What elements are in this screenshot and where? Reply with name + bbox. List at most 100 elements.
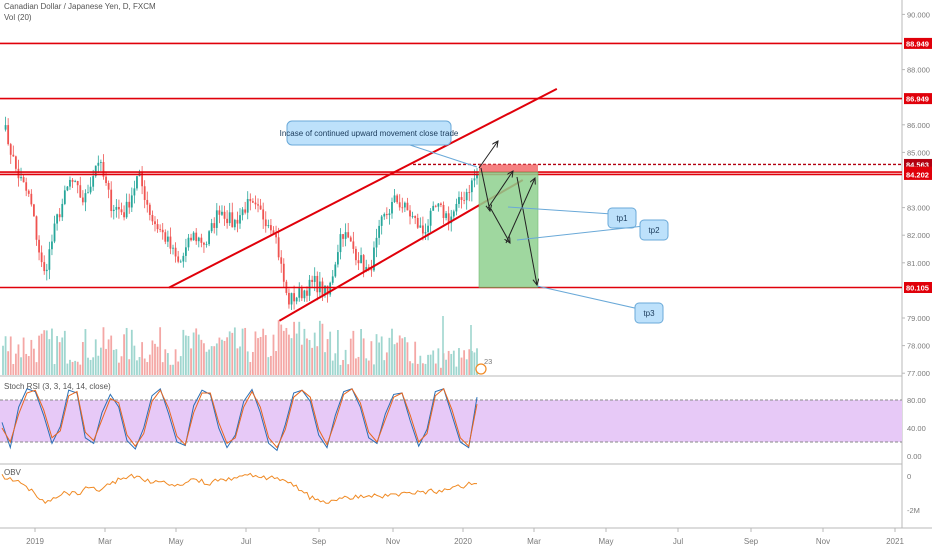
candle-body <box>27 190 30 194</box>
candle-body <box>4 125 7 130</box>
projection-arrow <box>478 141 498 169</box>
candle-body <box>71 179 74 182</box>
candle-body <box>45 269 48 272</box>
volume-bar <box>30 339 33 375</box>
volume-bar <box>385 352 388 375</box>
volume-bar <box>342 359 344 375</box>
volume-bar <box>136 360 138 375</box>
stoch-k-line <box>1 387 478 452</box>
candle-body <box>51 241 53 250</box>
obv-line <box>1 472 478 504</box>
projection-arrow <box>487 171 513 209</box>
volume-bar <box>275 351 277 375</box>
candle-body <box>259 205 262 210</box>
candle-body <box>447 213 450 224</box>
candle-body <box>172 247 174 249</box>
volume-bar <box>4 336 7 375</box>
candle-body <box>195 232 198 242</box>
volume-bar <box>373 364 375 375</box>
candle-body <box>324 285 326 295</box>
stoch-axis-label: 40.00 <box>907 424 926 433</box>
candle-body <box>197 237 200 242</box>
candle-body <box>401 207 404 209</box>
volume-bar <box>97 355 100 375</box>
candle-body <box>200 237 203 243</box>
candle-body <box>440 203 442 205</box>
volume-bar <box>156 346 159 375</box>
candle-body <box>468 192 471 193</box>
candle-body <box>185 247 187 256</box>
volume-bar <box>365 358 368 375</box>
candle-body <box>169 236 172 249</box>
obv-axis-label: -2M <box>907 506 920 515</box>
candle-body <box>151 214 154 222</box>
candle-body <box>30 193 33 205</box>
volume-bar <box>355 358 357 375</box>
volume-bar <box>148 354 151 375</box>
volume-bar <box>92 357 95 375</box>
candle-body <box>465 192 468 201</box>
candle-body <box>87 192 89 194</box>
projection-arrow <box>480 167 490 211</box>
volume-bar <box>66 363 69 375</box>
volume-bar <box>239 346 241 375</box>
volume-bar <box>231 332 234 375</box>
candle-body <box>22 177 25 183</box>
price-tick-label: 83.000 <box>907 204 930 213</box>
candle-body <box>161 229 164 233</box>
volume-bar <box>166 353 169 375</box>
volume-bar <box>362 338 365 375</box>
candle-body <box>99 161 102 163</box>
volume-bar <box>33 348 35 375</box>
annotation-callout <box>286 120 452 146</box>
volume-bar <box>293 321 295 375</box>
candle-body <box>365 267 368 272</box>
volume-bar <box>277 320 280 375</box>
volume-bar <box>177 361 180 375</box>
candle-body <box>375 237 378 248</box>
volume-bar <box>251 351 254 375</box>
candlesticks <box>4 116 478 310</box>
price-level-badge <box>904 158 932 170</box>
candle-body <box>177 256 180 262</box>
volume-bar <box>197 334 200 375</box>
target-callout-pointer <box>536 285 640 310</box>
candle-body <box>81 197 84 203</box>
volume-bar <box>452 350 455 375</box>
target-label: tp2 <box>648 226 660 235</box>
price-tick-label: 90.000 <box>907 10 930 19</box>
candle-body <box>53 223 56 242</box>
candle-body <box>331 276 334 283</box>
candle-body <box>455 203 458 212</box>
volume-bar <box>285 327 288 375</box>
candle-body <box>35 216 38 240</box>
candle-body <box>355 248 357 261</box>
candle-body <box>56 214 58 224</box>
volume-bar <box>257 338 259 375</box>
candle-body <box>357 260 360 264</box>
volume-bar <box>375 334 378 375</box>
candle-body <box>97 162 100 166</box>
candle-body <box>295 297 298 302</box>
candle-body <box>89 186 92 193</box>
candle-body <box>205 244 208 245</box>
volume-bar <box>17 344 20 375</box>
price-tick-label: 79.000 <box>907 314 930 323</box>
volume-bar <box>419 355 422 375</box>
volume-bar <box>334 353 337 375</box>
volume-bar <box>388 337 391 375</box>
price-tick-label: 88.000 <box>907 66 930 75</box>
candle-body <box>336 252 339 265</box>
candle-body <box>334 264 337 277</box>
volume-bar <box>463 350 466 375</box>
volume-bar <box>282 330 285 375</box>
price-level-badge-label: 84.563 <box>906 160 929 169</box>
candle-body <box>213 223 216 228</box>
candle-body <box>215 210 218 228</box>
volume-bar <box>336 330 339 375</box>
candle-body <box>470 180 473 193</box>
candle-body <box>182 255 185 262</box>
candle-body <box>236 219 239 224</box>
volume-bar <box>329 331 332 375</box>
